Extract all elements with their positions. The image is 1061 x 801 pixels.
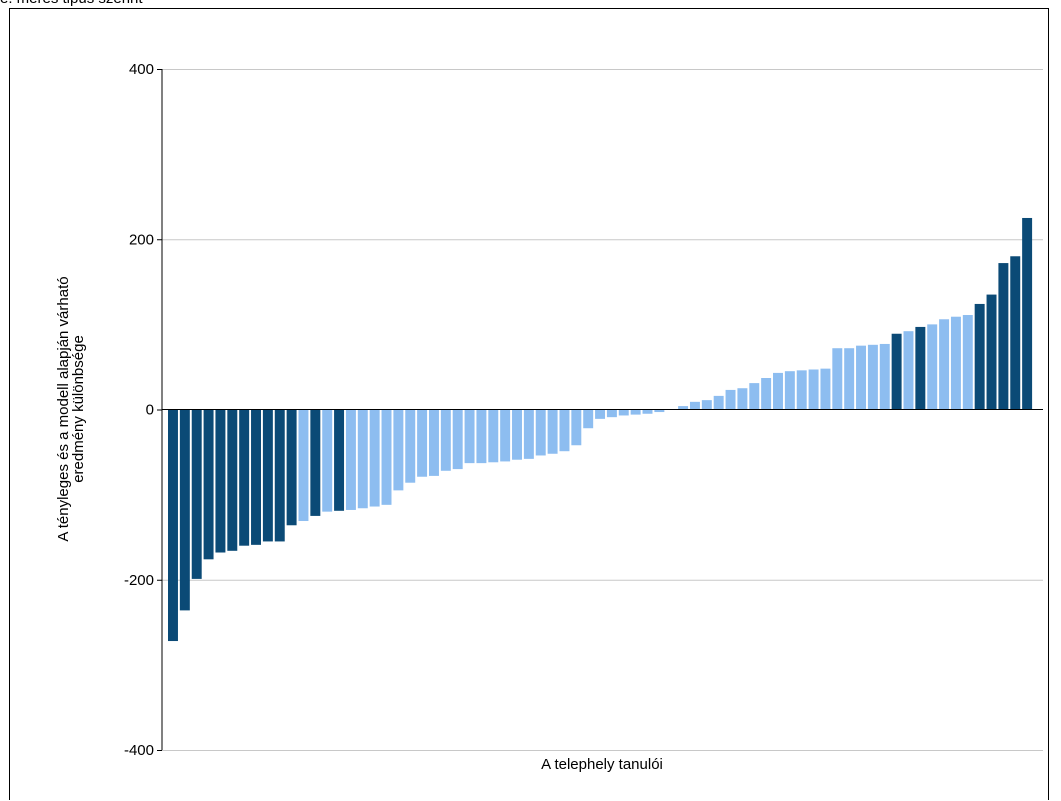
bar [274,409,285,542]
bar [879,343,890,410]
bar [618,409,629,416]
bar [713,395,724,410]
bar [808,369,819,410]
y-axis-label-line-2: eredmény különbsége [70,335,87,483]
bar [844,348,855,410]
bar [417,409,428,477]
bar [452,409,463,470]
bar [369,409,380,507]
bar [903,331,914,410]
bar [203,409,214,560]
bar [215,409,226,553]
bar [689,401,700,410]
y-tick-label: 200 [129,231,154,248]
bar [535,409,546,456]
bar [298,409,309,522]
y-tick-label: -400 [124,742,154,759]
bar [678,406,689,410]
bar [393,409,404,491]
bar [286,409,297,526]
bar [725,389,736,410]
bar [179,409,190,611]
bar [547,409,558,454]
bar [974,303,985,410]
bar [464,409,475,464]
bar [488,409,499,463]
y-tick-label: 0 [146,402,154,419]
bar [262,409,273,542]
bar [523,409,534,459]
bar [512,409,522,460]
bar [595,409,606,419]
y-tick-labels: 400 200 0 -200 -400 [124,61,162,759]
bar [440,409,451,471]
bar [939,319,950,410]
bar [476,409,487,464]
bar [251,409,261,545]
bar [820,368,831,410]
bar [381,409,392,505]
bar [630,409,641,415]
bar [761,378,772,410]
bar [322,409,333,512]
bar [500,409,511,462]
grid-lines [162,69,1043,751]
bar [962,315,973,410]
x-axis-label: A telephely tanulói [541,756,663,773]
bar [239,409,250,546]
bar [606,409,617,418]
bar [191,409,202,579]
bar [927,324,938,410]
bar [773,372,783,410]
bar [737,388,748,410]
bar [310,409,321,516]
bar [986,294,997,410]
y-axis-label: A tényleges és a modell alapján várható … [55,276,87,541]
bar [571,409,582,446]
bar [357,409,368,509]
bar [891,333,902,410]
bar [405,409,416,483]
bar [559,409,570,452]
bar [345,409,356,510]
bar [832,348,843,410]
chart-frame [9,8,1049,800]
chart-caption: e. mérés tipus szerint [0,0,143,8]
bar [642,409,653,414]
bar [950,316,961,410]
bar [796,370,807,410]
bar [867,344,878,410]
bar [749,383,760,410]
bar [701,400,712,410]
y-tick-label: -200 [124,572,154,589]
bar [998,263,1009,410]
y-axis-label-line-1: A tényleges és a modell alapján várható [55,276,72,541]
bars [168,217,1033,642]
bar [856,345,867,410]
bar [654,409,665,413]
bar [227,409,238,551]
bar [583,409,594,429]
bar [1022,217,1033,410]
bar [334,409,345,511]
bar [784,371,795,410]
bar [1010,256,1021,410]
y-tick-label: 400 [129,61,154,78]
bar [915,326,926,410]
bar [168,409,178,642]
bar [428,409,439,476]
